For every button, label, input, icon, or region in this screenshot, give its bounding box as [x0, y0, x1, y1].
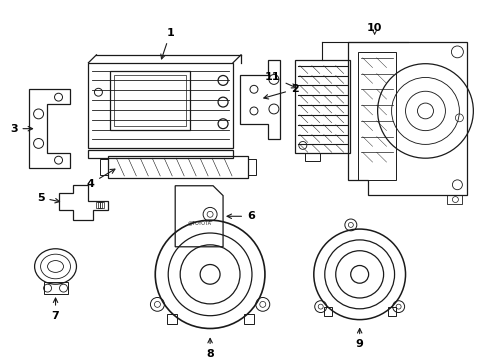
Text: 1: 1: [161, 28, 174, 59]
Text: 3: 3: [10, 124, 33, 134]
Bar: [110, 71, 190, 130]
Text: 11: 11: [264, 72, 296, 88]
Bar: [43, 282, 67, 294]
Bar: [100, 202, 104, 208]
Text: 2: 2: [264, 84, 298, 99]
Text: 5: 5: [37, 193, 60, 203]
Bar: [357, 52, 395, 180]
Bar: [98, 202, 102, 208]
Bar: [108, 156, 247, 178]
Text: 7: 7: [52, 298, 59, 321]
Bar: [88, 150, 233, 158]
Text: 8: 8: [206, 338, 214, 359]
Bar: [114, 75, 186, 126]
Bar: [387, 307, 395, 316]
Text: 4: 4: [86, 169, 115, 189]
Bar: [166, 314, 176, 324]
Bar: [294, 60, 349, 153]
Bar: [88, 63, 233, 148]
Bar: [100, 159, 108, 175]
Bar: [323, 307, 331, 316]
Bar: [447, 195, 462, 204]
Text: @TOYOTA: @TOYOTA: [187, 220, 211, 225]
Bar: [247, 159, 255, 175]
Text: 10: 10: [366, 23, 382, 33]
Bar: [96, 202, 100, 208]
Bar: [304, 153, 319, 161]
Text: 9: 9: [355, 329, 363, 349]
Bar: [243, 314, 253, 324]
Text: 6: 6: [226, 211, 254, 221]
